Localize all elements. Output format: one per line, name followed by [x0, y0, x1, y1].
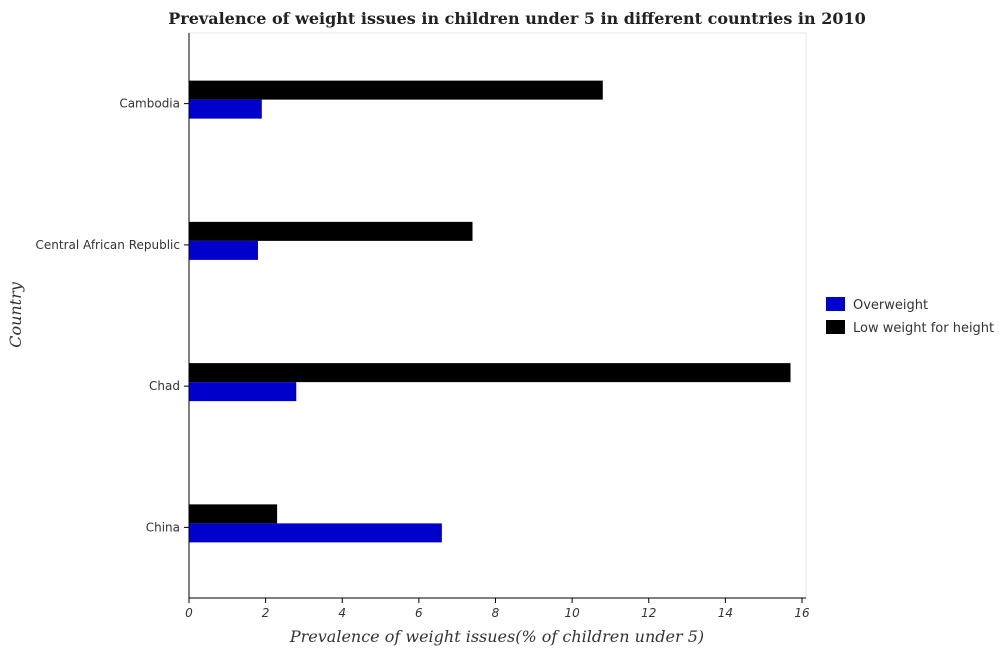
legend-swatch-low-weight-for-height [826, 320, 845, 334]
x-tick-label: 0 [185, 606, 193, 620]
bar-low-weight-for-height-chad [189, 363, 791, 383]
x-tick-label: 6 [415, 606, 423, 620]
bar-low-weight-for-height-cambodia [189, 80, 603, 100]
bar-overweight-chad [189, 382, 297, 402]
x-tick-label: 2 [262, 606, 270, 620]
bar-low-weight-for-height-central-african-republic [189, 221, 473, 241]
x-tick-label: 8 [492, 606, 500, 620]
x-tick-label: 10 [564, 606, 580, 620]
legend-label-overweight: Overweight [853, 298, 928, 313]
bar-low-weight-for-height-china [189, 504, 278, 524]
x-tick-label: 14 [718, 606, 733, 620]
bar-overweight-cambodia [189, 99, 262, 119]
x-tick-label: 4 [338, 606, 346, 620]
x-tick-label: 12 [641, 606, 656, 620]
bar-overweight-china [189, 523, 442, 543]
chart-title: Prevalence of weight issues in children … [168, 9, 865, 28]
legend-swatch-overweight [826, 297, 845, 311]
y-axis-label: Country [6, 281, 25, 348]
plot-area-frame [188, 32, 807, 599]
x-tick-label: 16 [794, 606, 810, 620]
bar-overweight-central-african-republic [189, 240, 258, 260]
legend: Overweight Low weight for height [826, 297, 994, 336]
x-axis-label: Prevalence of weight issues(% of childre… [289, 627, 704, 646]
y-axis-ticks: Cambodia Central African Republic Chad Chin… [36, 97, 189, 534]
y-tick-label: Central African Republic [36, 238, 180, 252]
x-axis-ticks: 0 2 4 6 8 10 12 14 16 [185, 598, 810, 620]
legend-label-low-weight-for-height: Low weight for height [853, 321, 994, 336]
y-tick-label: Cambodia [119, 97, 180, 111]
bars-group [189, 80, 791, 543]
y-tick-label: China [146, 520, 180, 534]
y-tick-label: Chad [149, 379, 180, 393]
